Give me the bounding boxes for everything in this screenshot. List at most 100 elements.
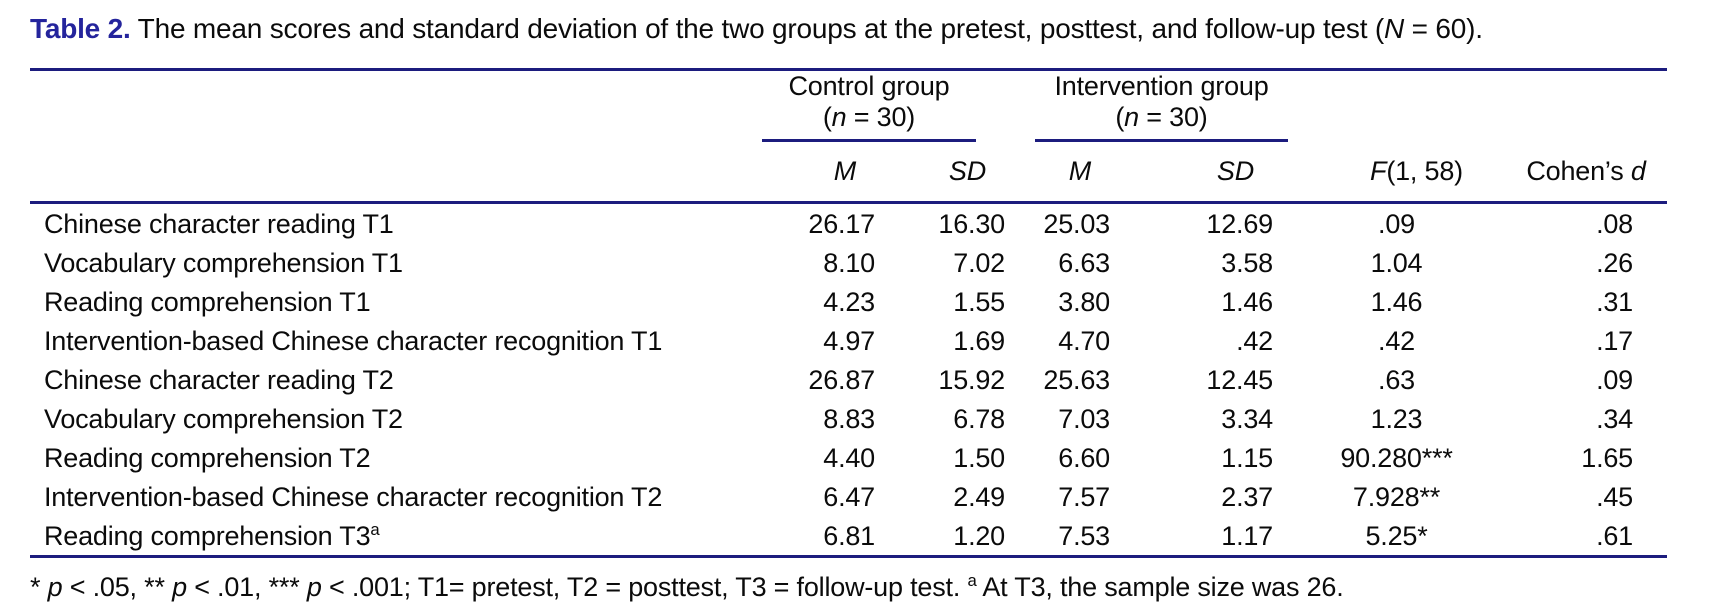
intervention-group-header: Intervention group (n = 30) [1035, 71, 1288, 142]
table-caption-label: Table 2. [30, 13, 131, 44]
cell-sd-control: 6.78 [953, 404, 1005, 434]
empty-header-cell-d [1505, 71, 1667, 142]
cell-cohens-d: .09 [1596, 365, 1633, 395]
cell-f-statistic: .09 [1378, 209, 1415, 239]
empty-corner-cell [30, 71, 750, 142]
col-header-cohens-d: Cohen’s d [1505, 142, 1667, 204]
cell-cohens-d: .17 [1596, 326, 1633, 356]
cell-sd-control: 16.30 [938, 209, 1005, 239]
cell-cohens-d: 1.65 [1581, 443, 1633, 473]
control-group-name: Control group [788, 71, 950, 101]
col-header-sd-intervention: SD [1125, 142, 1288, 204]
cell-sd-intervention: 1.17 [1125, 516, 1288, 558]
cell-sd-intervention: 3.34 [1221, 404, 1273, 434]
table-caption: Table 2. The mean scores and standard de… [30, 12, 1667, 46]
control-group-header-cell: Control group (n = 30) [750, 71, 1020, 142]
cell-sd-control: 15.92 [938, 365, 1005, 395]
cell-cohens-d: .45 [1596, 482, 1633, 512]
row-label: Vocabulary comprehension T1 [44, 248, 403, 278]
table-row: Reading comprehension T1 4.23 1.55 3.80 … [30, 282, 1667, 321]
cell-m-control: 26.87 [808, 365, 875, 395]
cell-m-intervention: 25.63 [1043, 365, 1110, 395]
cell-sd-control: 7.02 [953, 248, 1005, 278]
cell-sd-intervention: 2.37 [1221, 482, 1273, 512]
cell-m-control: 4.23 [823, 287, 875, 317]
cell-m-control: 8.10 [823, 248, 875, 278]
cell-m-control: 8.83 [823, 404, 875, 434]
cell-sd-intervention: 3.58 [1221, 248, 1273, 278]
empty-label-header-cell [30, 142, 750, 204]
cell-sd-intervention: 1.15 [1221, 443, 1273, 473]
row-label: Vocabulary comprehension T2 [44, 404, 403, 434]
cell-sd-control: 1.69 [953, 326, 1005, 356]
cell-m-intervention: 3.80 [1058, 287, 1110, 317]
caption-rule [30, 68, 1667, 71]
cell-f-statistic: 90.280*** [1340, 443, 1453, 473]
intervention-group-name: Intervention group [1054, 71, 1269, 101]
cell-f-statistic: 1.23 [1370, 404, 1423, 434]
row-label-superscript: a [370, 520, 380, 539]
cell-m-intervention: 7.03 [1058, 404, 1110, 434]
cell-m-control: 26.17 [808, 209, 875, 239]
cell-sd-intervention: .42 [1236, 326, 1273, 356]
cell-f-statistic: 1.04 [1370, 248, 1423, 278]
cell-m-control: 6.81 [750, 516, 890, 558]
intervention-group-n: (n = 30) [1115, 102, 1208, 132]
row-label: Reading comprehension T3a [30, 516, 750, 558]
table-row: Vocabulary comprehension T1 8.10 7.02 6.… [30, 243, 1667, 282]
row-label: Chinese character reading T2 [44, 365, 394, 395]
cell-sd-control: 2.49 [953, 482, 1005, 512]
cell-f-statistic: 1.46 [1370, 287, 1423, 317]
row-label: Intervention-based Chinese character rec… [44, 482, 663, 512]
table-row: Intervention-based Chinese character rec… [30, 321, 1667, 360]
col-header-sd-control: SD [890, 142, 1020, 204]
cell-f-statistic: .42 [1378, 326, 1415, 356]
col-header-m-intervention: M [1020, 142, 1125, 204]
cell-f-statistic: .63 [1378, 365, 1415, 395]
table-row: Reading comprehension T2 4.40 1.50 6.60 … [30, 438, 1667, 477]
table-caption-text: The mean scores and standard deviation o… [130, 13, 1385, 44]
row-label: Intervention-based Chinese character rec… [44, 326, 663, 356]
col-header-m-control: M [750, 142, 890, 204]
cell-cohens-d: .08 [1596, 209, 1633, 239]
footnote-p-symbol: p [47, 572, 63, 602]
column-header-row: M SD M SD F(1, 58) Cohen’s d [30, 142, 1667, 204]
group-header-row: Control group (n = 30) Intervention grou… [30, 71, 1667, 142]
cell-cohens-d: .26 [1596, 248, 1633, 278]
footnote-a-superscript: a [967, 571, 977, 590]
cell-m-control: 4.40 [823, 443, 875, 473]
cell-m-intervention: 4.70 [1058, 326, 1110, 356]
table-row: Chinese character reading T2 26.87 15.92… [30, 360, 1667, 399]
control-group-header: Control group (n = 30) [762, 71, 976, 142]
caption-N-symbol: N [1384, 13, 1405, 44]
cell-sd-control: 1.55 [953, 287, 1005, 317]
col-header-f-statistic: F(1, 58) [1288, 142, 1505, 204]
caption-N-value: = 60). [1404, 13, 1483, 44]
cell-sd-control: 1.20 [890, 516, 1020, 558]
results-table: Control group (n = 30) Intervention grou… [30, 71, 1667, 558]
cell-sd-control: 1.50 [953, 443, 1005, 473]
cell-cohens-d: .61 [1505, 516, 1667, 558]
cell-f-statistic: 7.928** [1352, 482, 1441, 512]
control-group-n: (n = 30) [822, 102, 916, 132]
table-footnote: * p < .05, ** p < .01, *** p < .001; T1=… [30, 571, 1344, 602]
footnote-p-symbol: p [172, 572, 187, 602]
cell-cohens-d: .31 [1596, 287, 1633, 317]
footnote-p-symbol: p [306, 572, 322, 602]
cell-m-control: 6.47 [823, 482, 875, 512]
cell-m-intervention: 7.53 [1020, 516, 1125, 558]
empty-header-cell-f [1288, 71, 1505, 142]
intervention-group-header-cell: Intervention group (n = 30) [1020, 71, 1288, 142]
table-row: Intervention-based Chinese character rec… [30, 477, 1667, 516]
cell-m-intervention: 6.63 [1058, 248, 1110, 278]
cell-m-intervention: 25.03 [1043, 209, 1110, 239]
cell-m-control: 4.97 [823, 326, 875, 356]
table-row: Reading comprehension T3a 6.81 1.20 7.53… [30, 516, 1667, 558]
cell-sd-intervention: 1.46 [1221, 287, 1273, 317]
table-row: Chinese character reading T1 26.17 16.30… [30, 203, 1667, 244]
cell-f-statistic: 5.25* [1288, 516, 1505, 558]
cell-sd-intervention: 12.45 [1206, 365, 1273, 395]
row-label: Reading comprehension T1 [44, 287, 371, 317]
table-body: Chinese character reading T1 26.17 16.30… [30, 203, 1667, 558]
